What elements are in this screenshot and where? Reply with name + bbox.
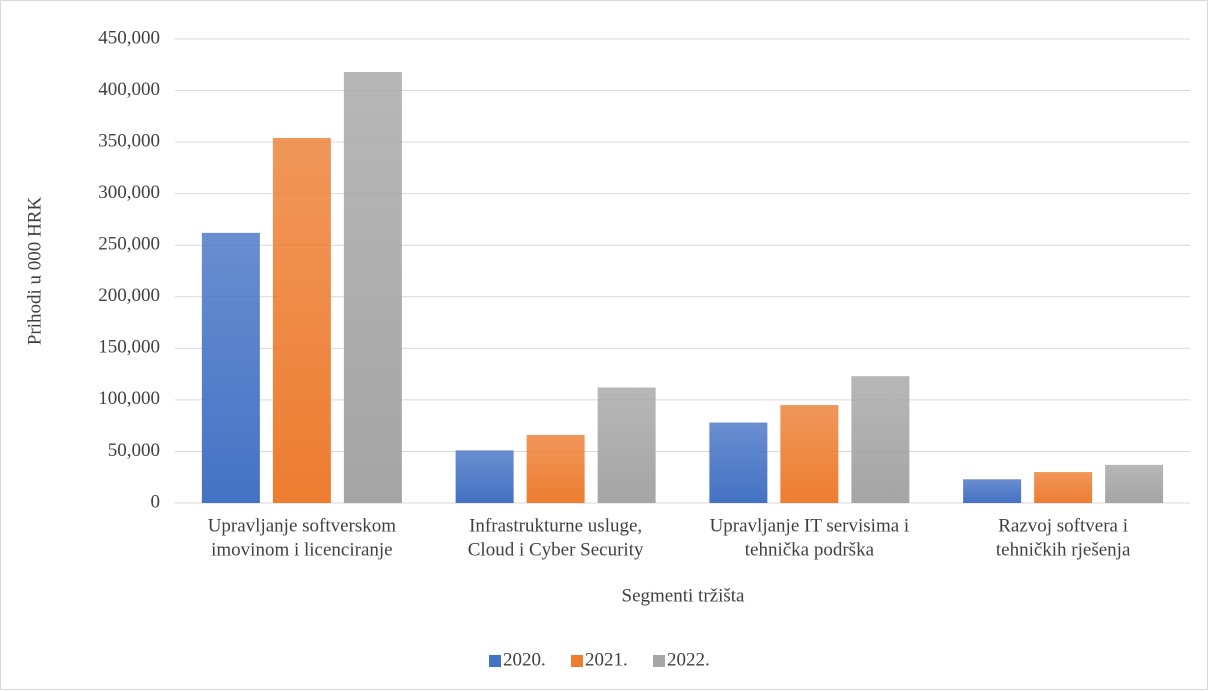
y-tick-label: 50,000	[108, 440, 160, 461]
bar	[1105, 464, 1164, 503]
x-tick-label: Razvoj softvera i	[998, 515, 1128, 536]
x-tick-label: tehničkih rješenja	[996, 539, 1131, 560]
y-tick-label: 0	[151, 491, 161, 512]
bar	[709, 422, 768, 503]
bar	[272, 137, 331, 503]
bar	[597, 387, 656, 503]
y-tick-label: 300,000	[98, 182, 160, 203]
x-tick-label: Upravljanje softverskom	[208, 515, 397, 536]
y-tick-label: 400,000	[98, 79, 160, 100]
y-tick-label: 200,000	[98, 285, 160, 306]
y-axis-title: Prihodi u 000 HRK	[24, 197, 45, 346]
y-tick-label: 250,000	[98, 234, 160, 255]
x-tick-label: tehnička podrška	[745, 539, 875, 560]
x-axis-title: Segmenti tržišta	[622, 585, 746, 606]
bar	[963, 479, 1022, 503]
bar	[526, 434, 585, 503]
bar	[201, 232, 260, 504]
bar	[1034, 472, 1093, 503]
y-tick-label: 350,000	[98, 130, 160, 151]
bar	[343, 71, 402, 504]
y-tick-label: 450,000	[98, 27, 160, 48]
x-tick-label: Upravljanje IT servisima i	[710, 515, 910, 536]
bar	[851, 376, 910, 503]
legend-swatch	[653, 655, 665, 667]
y-tick-label: 150,000	[98, 337, 160, 358]
legend-label: 2021.	[585, 649, 628, 670]
x-tick-label: Cloud i Cyber Security	[468, 539, 644, 560]
x-tick-label: imovinom i licenciranje	[211, 539, 393, 560]
x-tick-label: Infrastrukturne usluge,	[469, 515, 642, 536]
legend-label: 2022.	[667, 649, 710, 670]
legend-swatch	[571, 655, 583, 667]
bar	[455, 450, 514, 503]
legend-swatch	[489, 655, 501, 667]
legend-label: 2020.	[503, 649, 546, 670]
y-tick-label: 100,000	[98, 388, 160, 409]
bar	[780, 405, 839, 503]
